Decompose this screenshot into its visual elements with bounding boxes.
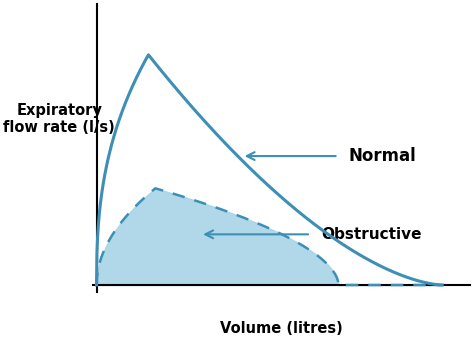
- Text: Obstructive: Obstructive: [321, 227, 422, 242]
- Text: Expiratory
flow rate (l/s): Expiratory flow rate (l/s): [3, 103, 115, 135]
- Text: Normal: Normal: [349, 147, 417, 165]
- Text: Volume (litres): Volume (litres): [220, 321, 343, 336]
